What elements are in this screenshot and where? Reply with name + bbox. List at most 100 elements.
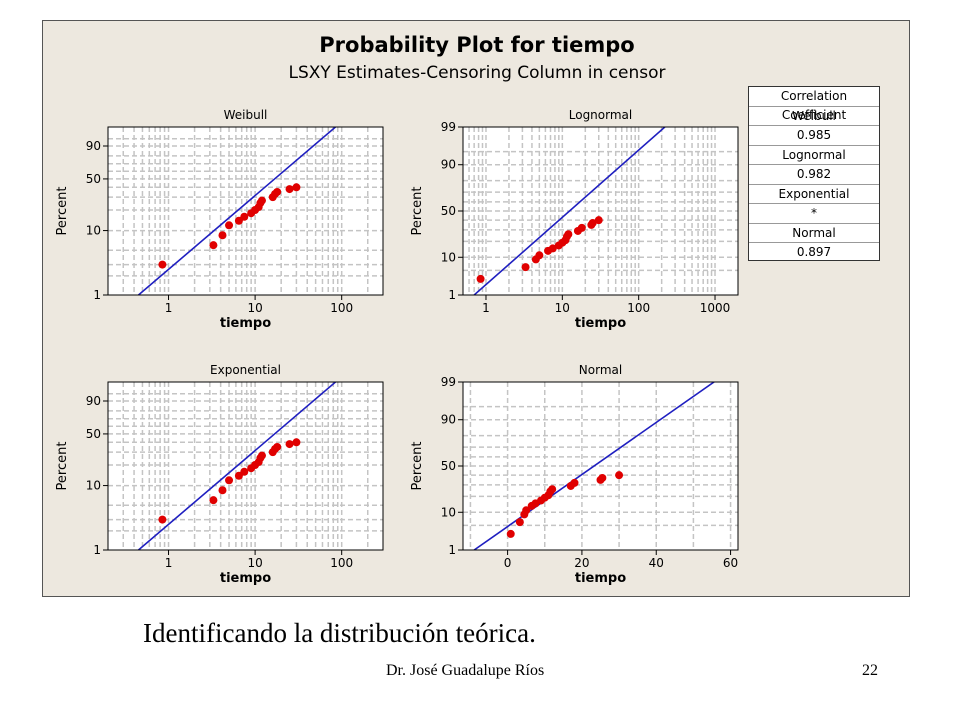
y-tick-label: 90: [86, 394, 101, 408]
x-tick-label: 1: [482, 301, 490, 315]
x-tick-label: 1: [165, 556, 173, 570]
data-point: [285, 185, 294, 194]
y-tick-label: 90: [441, 158, 456, 172]
data-point: [535, 251, 544, 260]
normal-panel: 0 20 40 60 1 10 50 90 99 Normal tiempo Percent: [403, 354, 743, 594]
probability-plot-figure: Probability Plot for tiempo LSXY Estimat…: [42, 20, 910, 597]
x-tick-label: 20: [574, 556, 589, 570]
data-point: [548, 485, 557, 494]
data-point: [506, 529, 515, 538]
data-point: [240, 212, 249, 221]
x-axis-label: tiempo: [220, 316, 271, 331]
x-tick-label: 1000: [700, 301, 731, 315]
plot-frame: [107, 126, 384, 296]
data-point: [570, 478, 579, 487]
y-tick-label: 99: [441, 375, 456, 389]
data-point: [476, 274, 485, 283]
data-point: [521, 263, 530, 272]
data-point: [292, 183, 301, 192]
y-tick-label: 10: [86, 479, 101, 493]
figure-title: Probability Plot for tiempo: [319, 33, 635, 57]
page-number: 22: [862, 662, 878, 679]
legend-exponential-value: *: [749, 204, 879, 224]
y-tick-label: 90: [86, 139, 101, 153]
y-tick-label: 1: [448, 288, 456, 302]
y-axis-label: Percent: [55, 187, 70, 236]
data-point: [158, 260, 167, 269]
legend-normal-label: Normal: [749, 224, 879, 243]
data-point: [577, 223, 586, 232]
x-tick-label: 1: [165, 301, 173, 315]
x-tick-label: 100: [330, 556, 353, 570]
figure-subtitle: LSXY Estimates-Censoring Column in censo…: [288, 63, 666, 83]
data-point: [522, 506, 531, 515]
x-axis-label: tiempo: [575, 571, 626, 586]
x-axis-label: tiempo: [220, 571, 271, 586]
y-axis-label: Percent: [55, 442, 70, 491]
y-tick-label: 10: [86, 224, 101, 238]
data-point: [209, 496, 218, 505]
panel-title: Weibull: [224, 108, 268, 122]
footer-author: Dr. José Guadalupe Ríos: [386, 662, 545, 679]
y-tick-label: 10: [441, 505, 456, 519]
lognormal-panel: 1 10 100 1000 1 10 50 90 99 Lognormal tiempo Percen…: [403, 99, 743, 339]
data-point: [209, 241, 218, 250]
legend-lognormal-label: Lognormal: [749, 146, 879, 165]
plot-frame: [107, 381, 384, 551]
y-tick-label: 1: [93, 543, 101, 557]
x-tick-label: 10: [555, 301, 570, 315]
data-point: [598, 473, 607, 482]
data-point: [158, 515, 167, 524]
chart-svg: 0 20 40 60 1 10 50 90 99 Normal tiempo Percent: [410, 363, 739, 586]
data-point: [515, 518, 524, 527]
x-tick-label: 100: [627, 301, 650, 315]
y-tick-label: 1: [93, 288, 101, 302]
data-point: [548, 244, 557, 253]
y-tick-label: 10: [441, 250, 456, 264]
chart-svg: 1 10 100 1 10 50 90 Exponential tiempo Percent: [55, 363, 384, 586]
y-tick-label: 1: [448, 543, 456, 557]
y-axis-label: Percent: [410, 442, 425, 491]
legend-normal-value: 0.897: [796, 245, 832, 259]
fitted-line: [137, 382, 337, 550]
data-point: [240, 467, 249, 476]
y-tick-label: 50: [441, 459, 456, 473]
legend-weibull-label: Weibull: [749, 107, 879, 126]
data-point: [225, 221, 234, 230]
exponential-panel: 1 10 100 1 10 50 90 Exponential tiempo Percent: [48, 354, 388, 594]
data-point: [564, 230, 573, 239]
data-point: [273, 442, 282, 451]
x-axis-label: tiempo: [575, 316, 626, 331]
y-tick-label: 50: [86, 172, 101, 186]
data-point: [218, 231, 227, 240]
panel-title: Lognormal: [569, 108, 632, 122]
legend-exponential-label: Exponential: [749, 185, 879, 204]
data-point: [615, 471, 624, 480]
data-point: [594, 216, 603, 225]
legend-lognormal-value: 0.982: [749, 165, 879, 185]
panel-title: Exponential: [210, 363, 281, 377]
x-tick-label: 10: [247, 301, 262, 315]
data-point: [257, 196, 266, 205]
fitted-line: [473, 127, 667, 295]
data-point: [588, 218, 597, 227]
data-point: [257, 451, 266, 460]
y-tick-label: 99: [441, 120, 456, 134]
y-axis-label: Percent: [410, 187, 425, 236]
fitted-line: [137, 127, 337, 295]
chart-svg: 1 10 100 1 10 50 90 Weibull tiempo Percent: [55, 108, 384, 331]
correlation-coefficient-table: Correlation Coefficient Weibull 0.985 Lo…: [748, 86, 880, 261]
legend-weibull-value: 0.985: [749, 126, 879, 146]
data-point: [292, 438, 301, 447]
legend-header: Correlation Coefficient: [749, 87, 879, 122]
slide-caption: Identificando la distribución teórica.: [143, 618, 536, 648]
data-point: [225, 476, 234, 485]
x-tick-label: 60: [723, 556, 738, 570]
chart-svg: 1 10 100 1000 1 10 50 90 99 Lognormal tiempo Percen…: [410, 108, 739, 331]
x-tick-label: 0: [504, 556, 512, 570]
data-point: [218, 486, 227, 495]
data-point: [273, 187, 282, 196]
weibull-panel: 1 10 100 1 10 50 90 Weibull tiempo Percent: [48, 99, 388, 339]
x-tick-label: 10: [247, 556, 262, 570]
y-tick-label: 50: [86, 427, 101, 441]
